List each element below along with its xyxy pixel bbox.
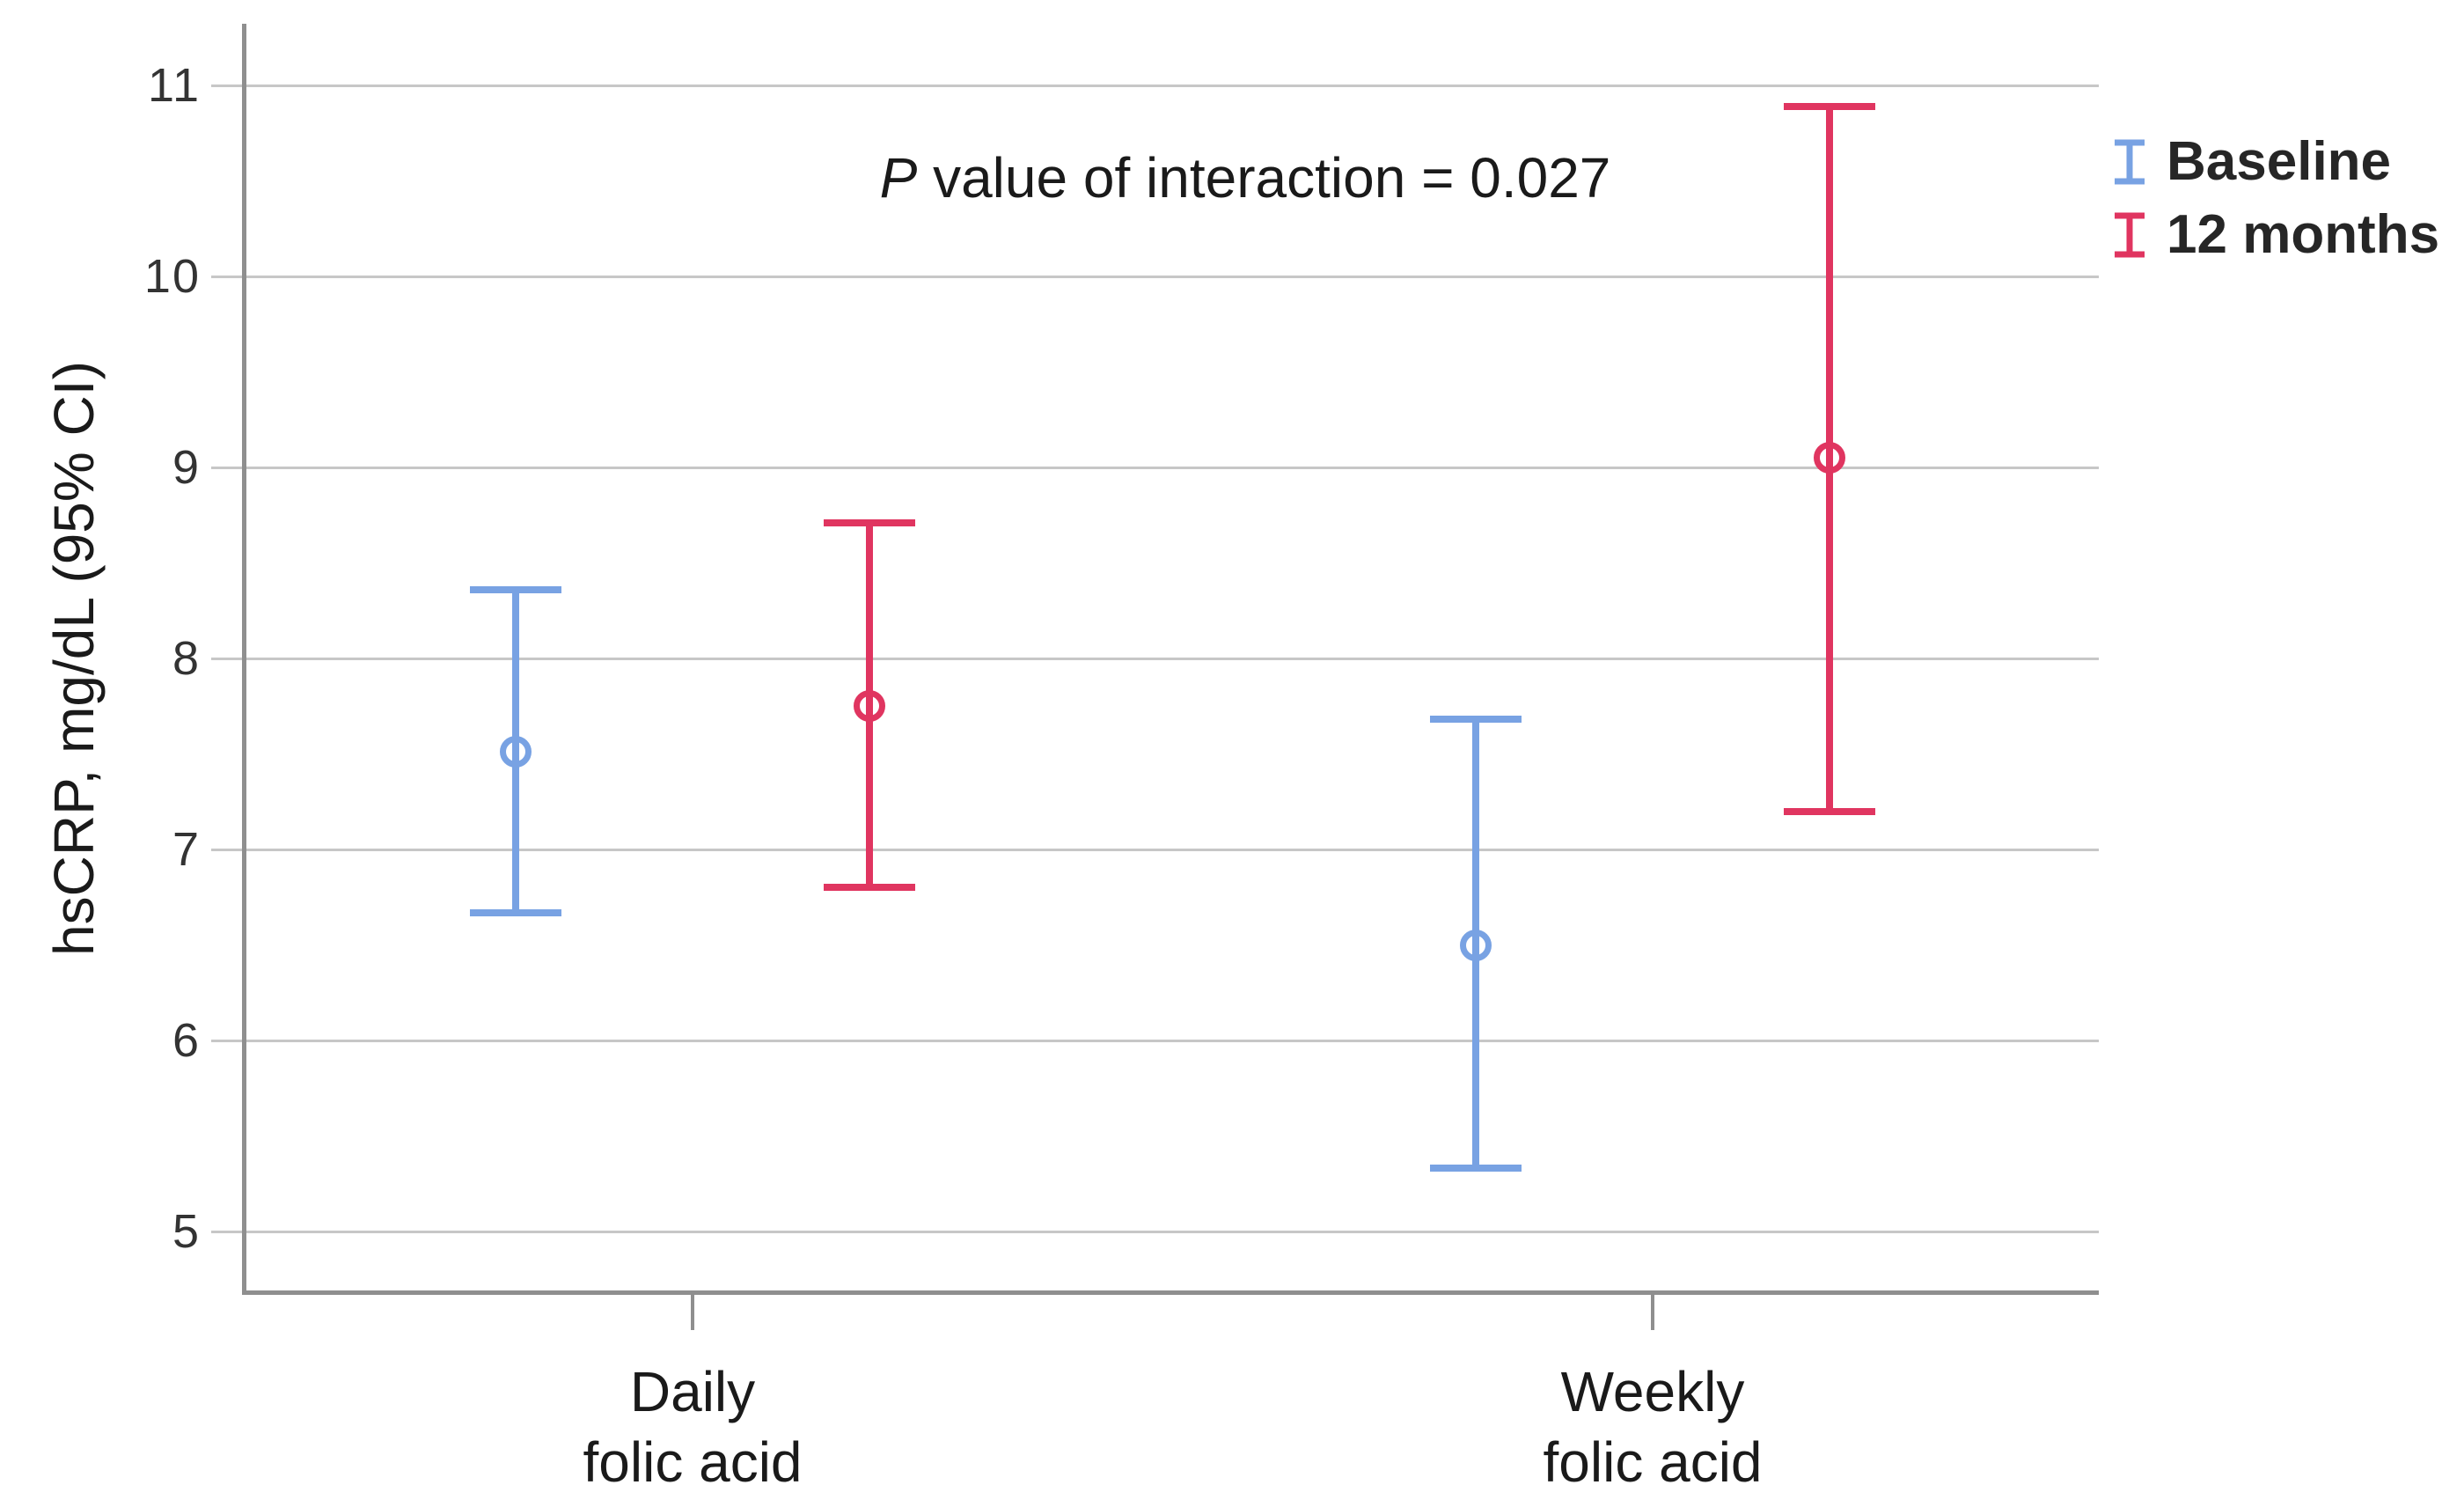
gridline-y-5 <box>211 1231 2099 1233</box>
gridline-y-10 <box>211 276 2099 278</box>
x-category-label-line: folic acid <box>583 1430 803 1494</box>
legend-label-baseline: Baseline <box>2167 131 2392 192</box>
y-tick-label-6: 6 <box>172 1014 201 1067</box>
y-tick-label-11: 11 <box>147 59 201 112</box>
error-bar-cap-bottom-12-months-cat2 <box>1784 807 1875 815</box>
twelve-months-errorbar-icon <box>2115 212 2145 257</box>
mean-marker-12-months-cat2 <box>1814 442 1845 474</box>
error-bar-cap-bottom-12-months-cat1 <box>824 884 915 892</box>
p-symbol-italic: P <box>879 146 918 210</box>
mean-marker-baseline-cat1 <box>500 736 532 768</box>
error-bar-cap-top-baseline-cat2 <box>1430 716 1522 724</box>
y-tick-label-7: 7 <box>172 823 201 876</box>
legend: Baseline 12 months <box>2110 130 2439 276</box>
mean-marker-baseline-cat2 <box>1460 929 1492 961</box>
x-category-label-line: folic acid <box>1543 1430 1763 1494</box>
error-bar-cap-top-baseline-cat1 <box>470 585 561 593</box>
error-bar-cap-bottom-baseline-cat1 <box>470 908 561 916</box>
y-tick-label-10: 10 <box>143 250 201 303</box>
gridline-y-11 <box>211 85 2099 87</box>
y-tick-label-5: 5 <box>172 1205 201 1258</box>
error-bar-cap-top-12-months-cat1 <box>824 518 915 526</box>
baseline-errorbar-icon <box>2115 139 2145 184</box>
legend-label-12-months: 12 months <box>2167 204 2440 265</box>
legend-item-12-months: 12 months <box>2110 203 2439 266</box>
y-axis-line <box>242 24 246 1295</box>
legend-item-baseline: Baseline <box>2110 130 2439 193</box>
x-category-label-1: Daily folic acid <box>429 1356 957 1497</box>
x-tick-2 <box>1651 1295 1654 1330</box>
gridline-y-6 <box>211 1040 2099 1042</box>
annotation-text: value of interaction = 0.027 <box>917 146 1611 210</box>
y-tick-label-9: 9 <box>172 441 201 494</box>
mean-marker-12-months-cat1 <box>854 690 885 723</box>
x-category-label-line: Weekly <box>1560 1360 1745 1423</box>
gridline-y-7 <box>211 849 2099 851</box>
error-bar-cap-top-12-months-cat2 <box>1784 102 1875 110</box>
y-tick-label-8: 8 <box>172 632 201 685</box>
x-category-label-line: Daily <box>629 1360 756 1423</box>
error-bar-cap-bottom-baseline-cat2 <box>1430 1165 1522 1173</box>
gridline-y-9 <box>211 467 2099 469</box>
p-value-annotation: P value of interaction = 0.027 <box>805 145 1685 216</box>
x-axis-line <box>242 1290 2099 1295</box>
x-tick-1 <box>691 1295 694 1330</box>
gridline-y-8 <box>211 658 2099 660</box>
x-category-label-2: Weekly folic acid <box>1389 1356 1917 1497</box>
